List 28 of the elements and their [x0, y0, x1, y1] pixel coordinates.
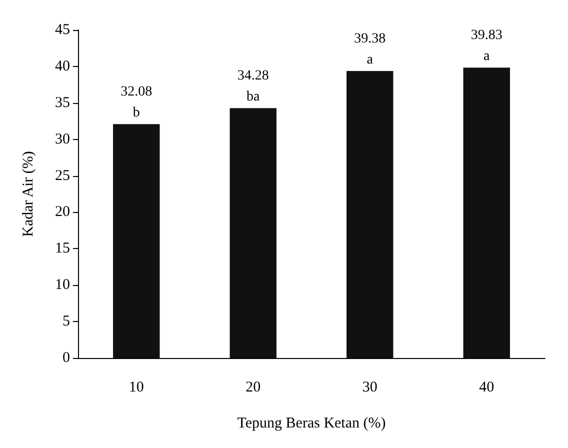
- data-label: 39.38: [354, 31, 386, 46]
- data-label: 32.08: [120, 84, 152, 100]
- annotation: a: [484, 49, 491, 64]
- y-tick-label: 45: [55, 22, 70, 38]
- annotation: ba: [246, 90, 261, 105]
- data-label: 34.28: [237, 68, 269, 84]
- y-tick-label: 0: [62, 350, 70, 366]
- y-tick-label: 40: [55, 58, 70, 74]
- bar: [463, 68, 510, 358]
- x-tick-label: 30: [362, 380, 378, 396]
- y-tick-label: 25: [55, 168, 70, 184]
- y-tick-label: 35: [55, 94, 70, 111]
- annotation: b: [132, 106, 140, 121]
- y-tick-label: 15: [55, 240, 70, 257]
- y-tick-label: 30: [55, 131, 70, 148]
- y-tick-label: 10: [55, 277, 70, 294]
- x-tick-label: 10: [128, 380, 144, 396]
- y-tick-label: 20: [55, 204, 70, 220]
- y-axis-title: Kadar Air (%): [20, 151, 36, 237]
- x-axis-title: Tepung Beras Ketan (%): [237, 416, 386, 432]
- bar: [230, 108, 276, 358]
- data-label: 39.83: [470, 28, 502, 44]
- bar: [113, 124, 160, 358]
- annotation: a: [366, 52, 374, 68]
- x-tick-label: 20: [246, 380, 261, 396]
- y-tick-label: 5: [62, 314, 70, 330]
- x-tick-label: 40: [479, 380, 494, 396]
- bar: [346, 70, 394, 358]
